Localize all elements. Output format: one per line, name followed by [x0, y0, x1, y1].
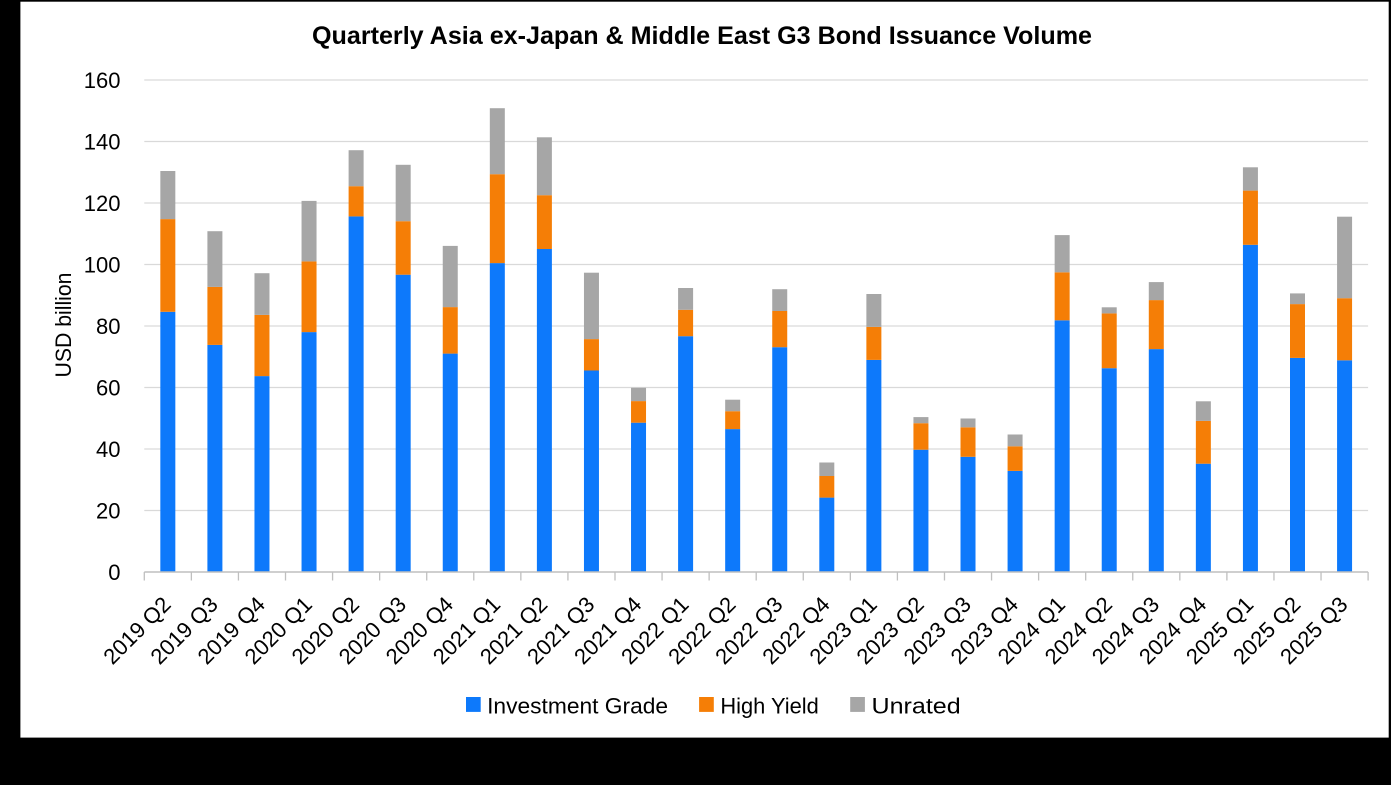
svg-text:60: 60 [96, 375, 120, 400]
svg-text:Quarterly Asia ex-Japan & Midd: Quarterly Asia ex-Japan & Middle East G3… [312, 22, 1092, 50]
svg-text:120: 120 [84, 191, 121, 216]
svg-text:20: 20 [96, 498, 120, 523]
svg-text:0: 0 [108, 560, 120, 585]
svg-text:40: 40 [96, 437, 120, 462]
svg-text:100: 100 [84, 252, 121, 277]
svg-text:High Yield: High Yield [720, 693, 818, 718]
svg-text:Investment Grade: Investment Grade [487, 693, 668, 718]
svg-text:USD billion: USD billion [51, 273, 76, 378]
svg-text:140: 140 [84, 129, 121, 154]
svg-text:160: 160 [84, 68, 121, 93]
svg-text:Unrated: Unrated [872, 693, 961, 718]
svg-text:80: 80 [96, 314, 120, 339]
